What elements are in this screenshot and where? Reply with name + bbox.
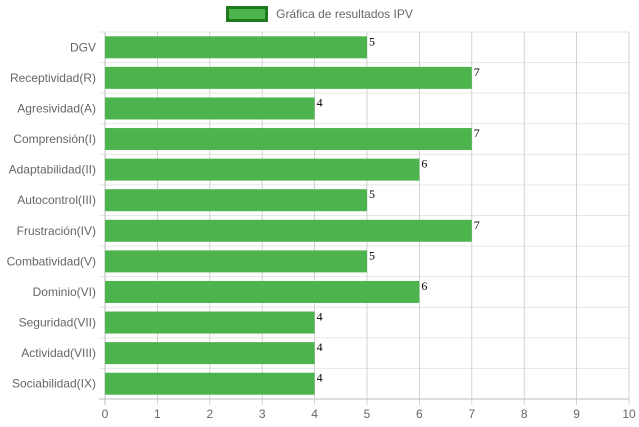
category-label-11: Sociabilidad(IX) (12, 377, 96, 391)
category-label-5: Autocontrol(III) (17, 193, 96, 207)
value-label-7: 5 (369, 248, 375, 262)
x-tick-label-9: 9 (573, 407, 580, 421)
x-tick-label-0: 0 (102, 407, 109, 421)
value-label-5: 5 (369, 187, 375, 201)
category-label-9: Seguridad(VII) (19, 316, 96, 330)
bar-4 (105, 158, 420, 181)
bar-2 (105, 97, 315, 120)
category-label-0: DGV (70, 40, 96, 54)
value-label-2: 4 (317, 95, 323, 109)
x-tick-label-5: 5 (364, 407, 371, 421)
value-label-10: 4 (317, 340, 323, 354)
x-tick-label-7: 7 (468, 407, 475, 421)
bar-6 (105, 219, 472, 242)
category-label-3: Comprensión(I) (13, 132, 96, 146)
value-label-6: 7 (474, 218, 480, 232)
value-label-11: 4 (317, 371, 323, 385)
bar-8 (105, 280, 420, 303)
bar-10 (105, 342, 315, 365)
bar-9 (105, 311, 315, 334)
x-tick-label-2: 2 (206, 407, 213, 421)
value-label-3: 7 (474, 126, 480, 140)
bar-3 (105, 128, 472, 151)
value-label-8: 6 (421, 279, 427, 293)
value-label-4: 6 (421, 157, 427, 171)
bar-5 (105, 189, 367, 212)
chart-legend[interactable]: Gráfica de resultados IPV (0, 6, 639, 22)
value-label-0: 5 (369, 34, 375, 48)
category-label-4: Adaptabilidad(II) (9, 163, 96, 177)
legend-swatch (226, 6, 269, 22)
value-label-1: 7 (474, 65, 480, 79)
value-label-9: 4 (317, 310, 323, 324)
bar-11 (105, 372, 315, 395)
legend-label: Gráfica de resultados IPV (276, 7, 413, 21)
bar-1 (105, 66, 472, 89)
x-tick-label-4: 4 (311, 407, 318, 421)
x-tick-label-8: 8 (521, 407, 528, 421)
category-label-2: Agresividad(A) (17, 101, 96, 115)
category-label-7: Combatividad(V) (7, 254, 96, 268)
bar-0 (105, 36, 367, 59)
x-tick-label-6: 6 (416, 407, 423, 421)
category-label-8: Dominio(VI) (33, 285, 96, 299)
x-tick-label-10: 10 (622, 407, 636, 421)
bar-7 (105, 250, 367, 273)
x-tick-label-1: 1 (154, 407, 161, 421)
category-label-6: Frustración(IV) (17, 224, 96, 238)
category-label-1: Receptividad(R) (10, 71, 96, 85)
category-label-10: Actividad(VIII) (21, 346, 96, 360)
x-tick-label-3: 3 (259, 407, 266, 421)
